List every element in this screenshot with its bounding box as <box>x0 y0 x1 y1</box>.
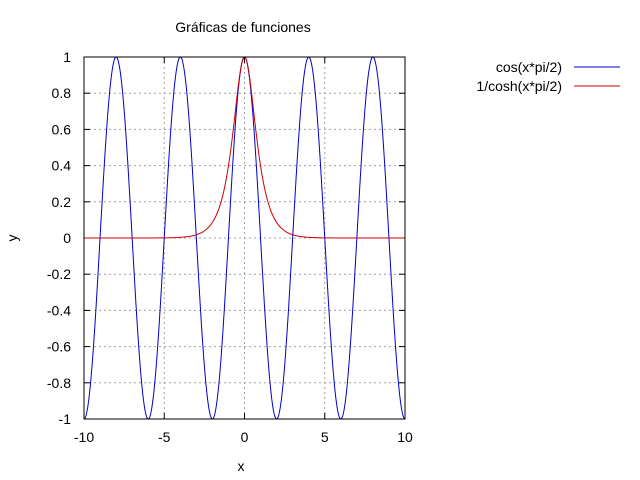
x-tick-label: -10 <box>74 429 94 445</box>
x-tick-label: 0 <box>241 429 249 445</box>
x-tick-label: -5 <box>158 429 171 445</box>
x-axis-label: x <box>238 458 245 474</box>
legend-label: 1/cosh(x*pi/2) <box>476 78 562 94</box>
legend: cos(x*pi/2) 1/cosh(x*pi/2) <box>476 59 620 94</box>
chart-title: Gráficas de funciones <box>175 19 310 35</box>
y-tick-label: -1 <box>59 411 72 427</box>
y-tick-label: -0.6 <box>47 339 71 355</box>
y-tick-label: 0.4 <box>52 158 72 174</box>
y-tick-label: 0.8 <box>52 85 72 101</box>
legend-label: cos(x*pi/2) <box>496 59 562 75</box>
x-tick-label: 10 <box>397 429 413 445</box>
plot-frame <box>83 56 406 420</box>
y-tick-label: 1 <box>63 49 71 65</box>
axis-ticks: -10 -5 0 5 10 1 0.8 0.6 0.4 0.2 0 -0.2 -0.4 -0.6 -0.8 -… <box>47 49 413 445</box>
y-axis-label: y <box>4 235 20 242</box>
y-tick-label: -0.8 <box>47 375 71 391</box>
x-tick-label: 5 <box>321 429 329 445</box>
y-tick-label: -0.2 <box>47 266 71 282</box>
y-tick-label: 0 <box>63 230 71 246</box>
y-tick-label: 0.2 <box>52 194 72 210</box>
y-tick-label: 0.6 <box>52 121 72 137</box>
grid-lines <box>84 57 405 419</box>
y-tick-label: -0.4 <box>47 302 71 318</box>
